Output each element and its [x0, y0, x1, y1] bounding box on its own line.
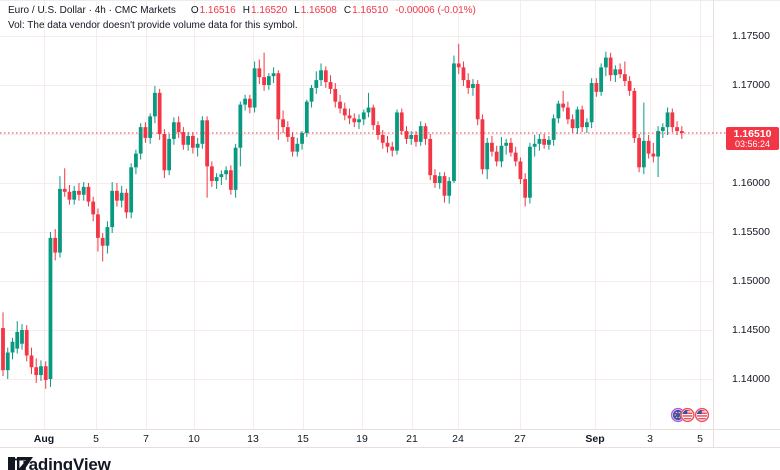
- last-price-badge: 1.16510 03:56:24: [726, 127, 779, 151]
- bar-countdown-timer: 03:56:24: [734, 139, 771, 150]
- time-axis-label: 24: [452, 433, 464, 445]
- volume-unavailable-note: Vol: The data vendor doesn't provide vol…: [8, 20, 298, 31]
- time-axis-label: 7: [143, 433, 149, 445]
- time-axis[interactable]: Aug 5 7 10 13 15 19 21 24 27 Sep 3 5: [0, 430, 780, 447]
- time-axis-label: Sep: [585, 433, 605, 445]
- time-axis-label: 21: [406, 433, 418, 445]
- economic-event-icon[interactable]: [670, 407, 695, 423]
- time-axis-label: Aug: [33, 433, 55, 445]
- tradingview-logo[interactable]: TradingView: [8, 456, 111, 470]
- open-value: 1.16516: [199, 5, 236, 16]
- time-axis-label: 27: [514, 433, 526, 445]
- price-axis-label: 1.14500: [732, 324, 770, 336]
- price-axis[interactable]: 1.17500 1.17000 1.16000 1.15500 1.15000 1.145…: [713, 0, 780, 447]
- price-axis-label: 1.14000: [732, 373, 770, 385]
- time-axis-label: 10: [188, 433, 200, 445]
- close-label: C: [343, 5, 352, 16]
- price-axis-label: 1.17000: [732, 79, 770, 91]
- time-axis-label: 19: [356, 433, 368, 445]
- time-axis-label: 3: [647, 433, 653, 445]
- price-axis-label: 1.15500: [732, 226, 770, 238]
- time-axis-label: 5: [697, 433, 703, 445]
- price-axis-label: 1.15000: [732, 275, 770, 287]
- economic-event-icon[interactable]: [694, 407, 710, 423]
- time-axis-label: 5: [93, 433, 99, 445]
- price-axis-label: 1.16000: [732, 177, 770, 189]
- price-change: -0.00006 (-0.01%): [395, 5, 476, 16]
- time-axis-label: 15: [297, 433, 309, 445]
- high-value: 1.16520: [250, 5, 288, 16]
- tradingview-logo-text: TradingView: [13, 455, 111, 470]
- last-price-value: 1.16510: [733, 128, 772, 141]
- low-value: 1.16508: [300, 5, 337, 16]
- tradingview-logo-mark: [8, 457, 33, 470]
- chart-legend: Euro / U.S. Dollar · 4h · CMC Markets O …: [8, 5, 476, 17]
- time-axis-label: 13: [247, 433, 259, 445]
- symbol-title[interactable]: Euro / U.S. Dollar · 4h · CMC Markets: [8, 5, 176, 16]
- close-value: 1.16510: [352, 5, 389, 16]
- high-label: H: [242, 5, 250, 16]
- candles-layer: [1, 43, 684, 389]
- price-axis-label: 1.17500: [732, 30, 770, 42]
- open-label: O: [190, 5, 199, 16]
- low-label: L: [294, 5, 300, 16]
